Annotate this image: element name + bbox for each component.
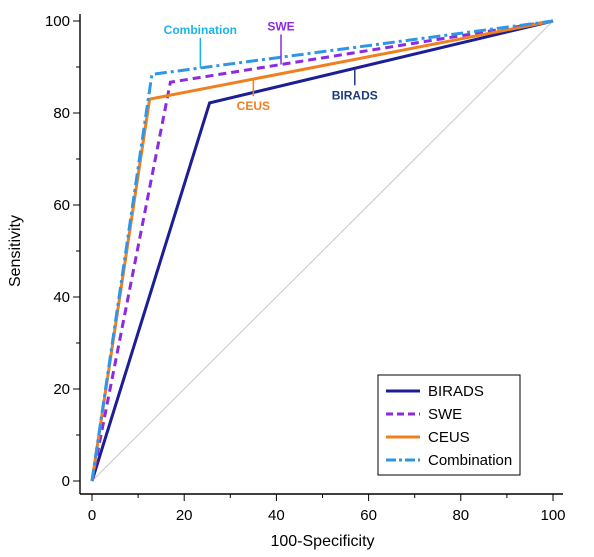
y-tick-label: 40 xyxy=(53,289,70,306)
x-tick-label: 80 xyxy=(452,507,469,524)
series-layer xyxy=(90,19,554,482)
legend: BIRADS SWE CEUS Combination xyxy=(377,374,521,476)
legend-item-birads: BIRADS xyxy=(386,383,484,400)
y-tick-label: 60 xyxy=(53,197,70,214)
x-tick-label: 20 xyxy=(176,507,193,524)
legend-label: BIRADS xyxy=(428,383,484,400)
annotation-label: SWE xyxy=(267,19,294,33)
series-line-birads xyxy=(90,19,554,482)
legend-item-ceus: CEUS xyxy=(386,429,470,446)
annotation-label: BIRADS xyxy=(332,88,378,102)
y-tick-label: 20 xyxy=(53,381,70,398)
annotation-label: CEUS xyxy=(237,99,270,113)
x-tick-label: 60 xyxy=(360,507,377,524)
x-tick-label: 40 xyxy=(268,507,285,524)
series-line-swe xyxy=(90,19,554,482)
legend-label: Combination xyxy=(428,452,512,469)
y-tick-label: 100 xyxy=(45,13,70,30)
reference-layer xyxy=(91,20,554,482)
annotation-birads: BIRADS xyxy=(332,68,378,102)
x-tick-label: 0 xyxy=(88,507,96,524)
reference-diagonal xyxy=(91,20,554,482)
annotation-label: Combination xyxy=(164,23,237,37)
x-axis-title: 100-Specificity xyxy=(270,533,374,550)
x-tick-label: 100 xyxy=(540,507,565,524)
axes-layer: 0 20 40 60 80 100 0 20 40 60 80 100 100-Specificity S… xyxy=(7,13,566,550)
y-tick-label: 80 xyxy=(53,105,70,122)
y-tick-label: 0 xyxy=(62,473,70,490)
legend-item-combination: Combination xyxy=(386,452,512,469)
legend-label: CEUS xyxy=(428,429,470,446)
annotation-combination: Combination xyxy=(164,23,237,68)
annotation-ceus: CEUS xyxy=(237,79,270,113)
annotation-layer: Combination SWE CEUS BIRADS xyxy=(164,19,378,113)
y-axis-title: Sensitivity xyxy=(7,215,24,287)
annotation-swe: SWE xyxy=(267,19,295,65)
legend-label: SWE xyxy=(428,406,462,423)
legend-item-swe: SWE xyxy=(386,406,462,423)
